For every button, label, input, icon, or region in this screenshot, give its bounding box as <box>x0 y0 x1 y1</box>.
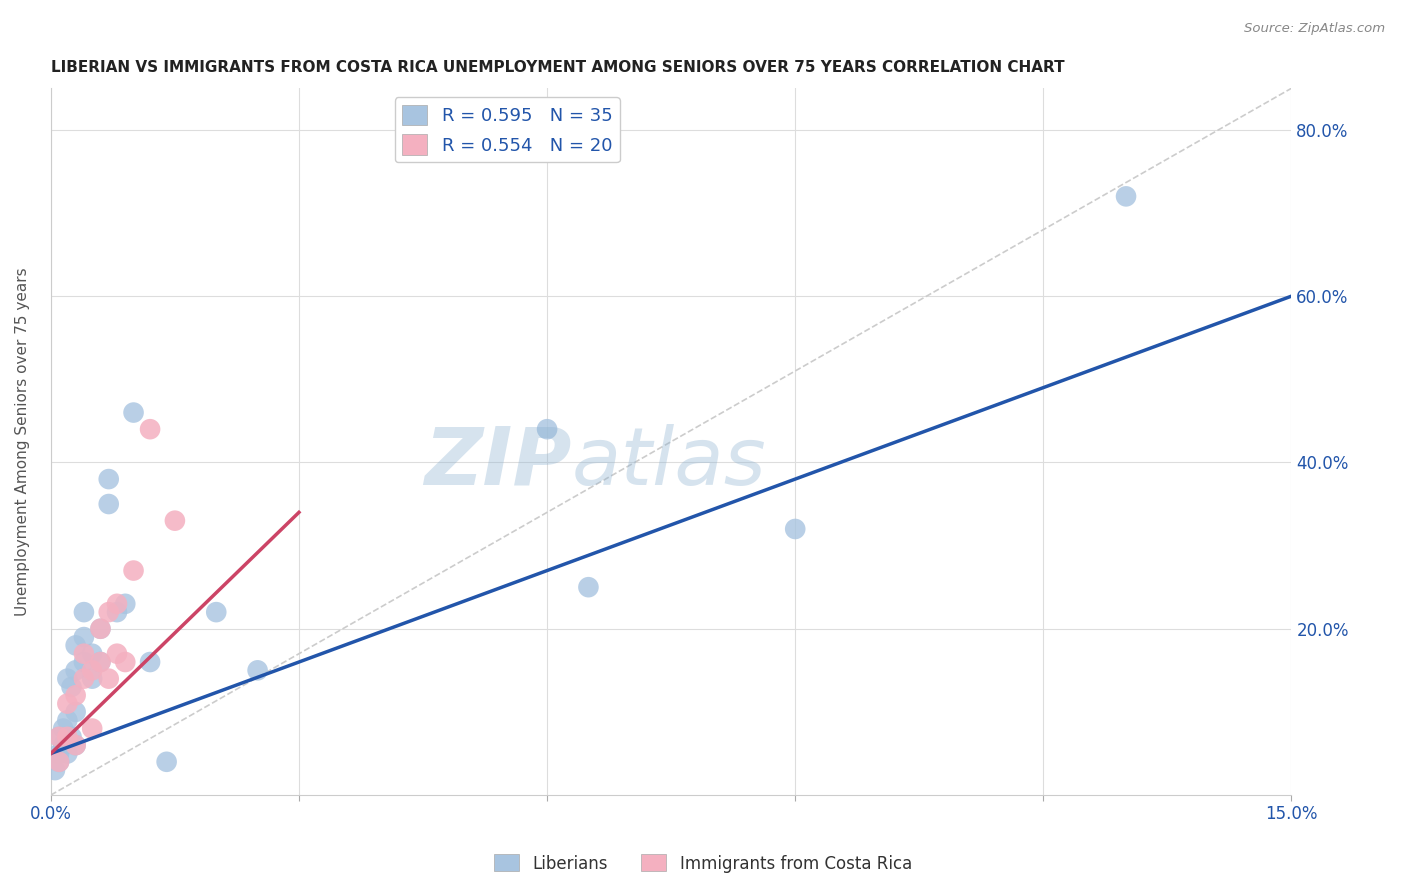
Point <box>105 605 128 619</box>
Point <box>246 663 269 677</box>
Point <box>48 755 70 769</box>
Point <box>73 630 96 644</box>
Point <box>82 672 104 686</box>
Point <box>65 738 87 752</box>
Point <box>163 514 186 528</box>
Point <box>82 663 104 677</box>
Point <box>52 738 75 752</box>
Point <box>89 622 111 636</box>
Text: atlas: atlas <box>572 424 766 502</box>
Text: LIBERIAN VS IMMIGRANTS FROM COSTA RICA UNEMPLOYMENT AMONG SENIORS OVER 75 YEARS : LIBERIAN VS IMMIGRANTS FROM COSTA RICA U… <box>51 60 1064 75</box>
Point <box>65 688 87 702</box>
Legend: Liberians, Immigrants from Costa Rica: Liberians, Immigrants from Costa Rica <box>488 847 918 880</box>
Point <box>1115 189 1137 203</box>
Point <box>73 672 96 686</box>
Point <box>114 597 136 611</box>
Point <box>89 622 111 636</box>
Point <box>44 763 66 777</box>
Point <box>56 747 79 761</box>
Point <box>122 564 145 578</box>
Point <box>48 730 70 744</box>
Point <box>48 730 70 744</box>
Point <box>97 472 120 486</box>
Point <box>105 597 128 611</box>
Text: Source: ZipAtlas.com: Source: ZipAtlas.com <box>1244 22 1385 36</box>
Point <box>536 422 558 436</box>
Point <box>56 672 79 686</box>
Point <box>205 605 228 619</box>
Point <box>73 605 96 619</box>
Point <box>105 647 128 661</box>
Point <box>82 647 104 661</box>
Point <box>48 747 70 761</box>
Point <box>156 755 179 769</box>
Point <box>97 497 120 511</box>
Point <box>65 639 87 653</box>
Point <box>139 655 162 669</box>
Point <box>122 406 145 420</box>
Point <box>114 655 136 669</box>
Text: ZIP: ZIP <box>425 424 572 502</box>
Point <box>139 422 162 436</box>
Point <box>65 738 87 752</box>
Point <box>60 680 83 694</box>
Point <box>97 672 120 686</box>
Point <box>56 697 79 711</box>
Point <box>56 713 79 727</box>
Point <box>578 580 600 594</box>
Point <box>56 730 79 744</box>
Point <box>73 647 96 661</box>
Point <box>89 655 111 669</box>
Legend: R = 0.595   N = 35, R = 0.554   N = 20: R = 0.595 N = 35, R = 0.554 N = 20 <box>395 97 620 162</box>
Point <box>48 755 70 769</box>
Point <box>60 730 83 744</box>
Point <box>65 705 87 719</box>
Point <box>89 655 111 669</box>
Y-axis label: Unemployment Among Seniors over 75 years: Unemployment Among Seniors over 75 years <box>15 268 30 616</box>
Point <box>65 663 87 677</box>
Point <box>52 722 75 736</box>
Point <box>82 722 104 736</box>
Point <box>97 605 120 619</box>
Point <box>785 522 807 536</box>
Point <box>73 655 96 669</box>
